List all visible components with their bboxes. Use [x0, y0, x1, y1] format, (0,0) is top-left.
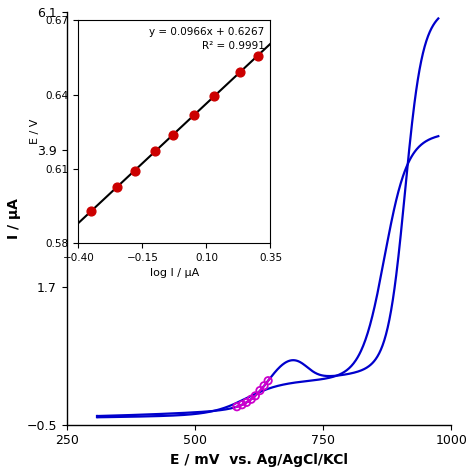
Point — [264, 377, 272, 384]
Point — [243, 399, 250, 406]
Y-axis label: I / μA: I / μA — [7, 198, 21, 239]
Point — [256, 387, 264, 394]
X-axis label: E / mV  vs. Ag/AgCl/KCl: E / mV vs. Ag/AgCl/KCl — [170, 453, 348, 467]
Point — [233, 403, 241, 410]
Point — [260, 382, 268, 390]
Point — [247, 395, 255, 403]
Point — [238, 401, 246, 409]
Point — [252, 392, 259, 400]
